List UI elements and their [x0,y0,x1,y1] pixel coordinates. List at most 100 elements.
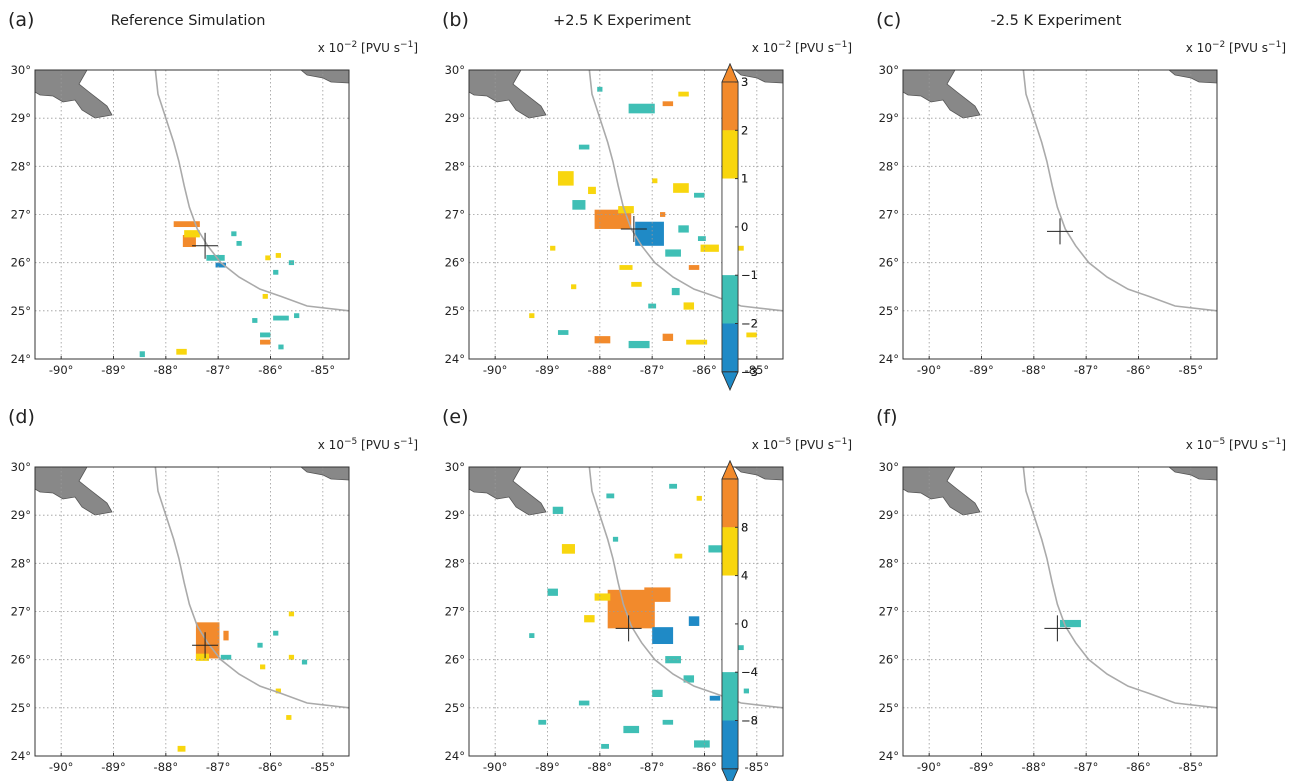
data-cell [275,253,281,258]
data-cell [683,675,695,683]
data-cell [709,695,721,701]
data-cell [578,700,590,706]
data-cell [195,653,210,661]
data-cell [176,348,187,355]
colorbar-tick-label: −1 [741,268,758,282]
data-cell [618,206,634,214]
units-units-close: ] [413,438,418,452]
colorbar-segment [722,275,738,324]
plot-content [469,70,783,359]
y-tick-label: 28° [879,159,899,173]
y-tick-label: 25° [879,701,899,715]
panel-title: -2.5 K Experiment [991,13,1122,29]
land-north-east [300,70,349,84]
plot-frame [34,466,350,757]
data-cell [623,725,640,734]
colorbar-segment [722,226,738,276]
y-tick-label: 26° [11,256,31,270]
units-units-exp: −5 [778,437,791,447]
land-north-east [734,70,783,84]
data-cell [529,313,535,319]
x-tick-label: -85° [311,363,336,377]
data-cell [182,234,196,248]
y-tick-label: 27° [445,605,465,619]
data-cell [594,336,611,344]
x-tick-label: -86° [258,363,283,377]
data-cell [694,740,710,748]
data-cell [529,633,535,638]
units-units-suffix-exp: −1 [400,437,413,447]
x-tick-label: -85° [1179,760,1204,774]
x-tick-label: -90° [917,363,942,377]
y-tick-label: 30° [445,460,465,474]
colorbar-tick-label: 3 [741,75,748,89]
land-north-west [35,467,113,516]
data-cell [644,587,671,602]
x-tick-label: -87° [640,363,665,377]
land-north-west [35,70,113,119]
colorbar-segment [722,575,738,624]
y-tick-label: 28° [11,556,31,570]
coastline [154,70,349,312]
data-cell [662,101,674,107]
data-cell [550,245,556,251]
units-units-suffix: [PVU s [1225,41,1268,55]
data-cell [288,654,295,660]
data-cell [301,659,308,665]
data-cell [206,254,225,261]
x-tick-label: -86° [692,363,717,377]
units-units-exp: −5 [344,437,357,447]
data-cell [262,293,268,299]
land-north-east [1168,70,1217,84]
colorbar-tick-label: 0 [741,220,748,234]
data-cell [694,192,705,198]
x-tick-label: -89° [101,760,126,774]
colorbar-tick-label: −4 [741,665,758,679]
y-tick-label: 27° [11,208,31,222]
panel-label: (b) [442,9,469,31]
units-units-prefix: x 10 [318,41,344,55]
units-label: x 10−2 [PVU s−1] [318,40,418,55]
data-cell [669,483,678,489]
data-cell [288,611,295,617]
data-cell [260,332,271,338]
coastline [588,467,783,709]
data-cell [236,240,242,246]
y-tick-label: 26° [445,653,465,667]
colorbar-segment [722,672,738,721]
units-label: x 10−5 [PVU s−1] [1186,437,1286,452]
units-units-suffix: [PVU s [791,438,834,452]
land-north-west [903,70,981,119]
colorbar: −8 −4 0 4 8 [721,460,758,781]
data-cell [631,281,642,287]
colorbar-segment [722,82,738,131]
x-tick-label: -87° [1074,363,1099,377]
panel-label: (e) [442,406,469,428]
colorbar: −3 −2 −1 0 1 2 3 [721,63,758,391]
x-tick-label: -90° [917,760,942,774]
data-cell [538,719,547,725]
data-cell [671,287,680,296]
colorbar-tick-label: 0 [741,220,748,234]
plot-frame [468,466,784,757]
colorbar-segment [722,720,738,769]
plot-frame [902,69,1218,360]
y-tick-label: 24° [879,352,899,366]
data-cell [584,615,595,623]
land-north-west [469,467,547,516]
colorbar-tick-label: −3 [741,365,758,379]
data-cell [294,313,300,319]
data-cell [273,630,279,636]
x-tick-label: -89° [101,363,126,377]
units-units-suffix-exp: −1 [400,40,413,50]
units-units-suffix: [PVU s [357,438,400,452]
data-cell [286,715,292,720]
data-cell [678,91,689,97]
x-tick-label: -85° [311,760,336,774]
units-units-close: ] [847,438,852,452]
y-tick-label: 28° [445,556,465,570]
x-tick-label: -87° [1074,760,1099,774]
colorbar-tick-label: −2 [741,317,758,331]
data-cell [662,333,674,341]
